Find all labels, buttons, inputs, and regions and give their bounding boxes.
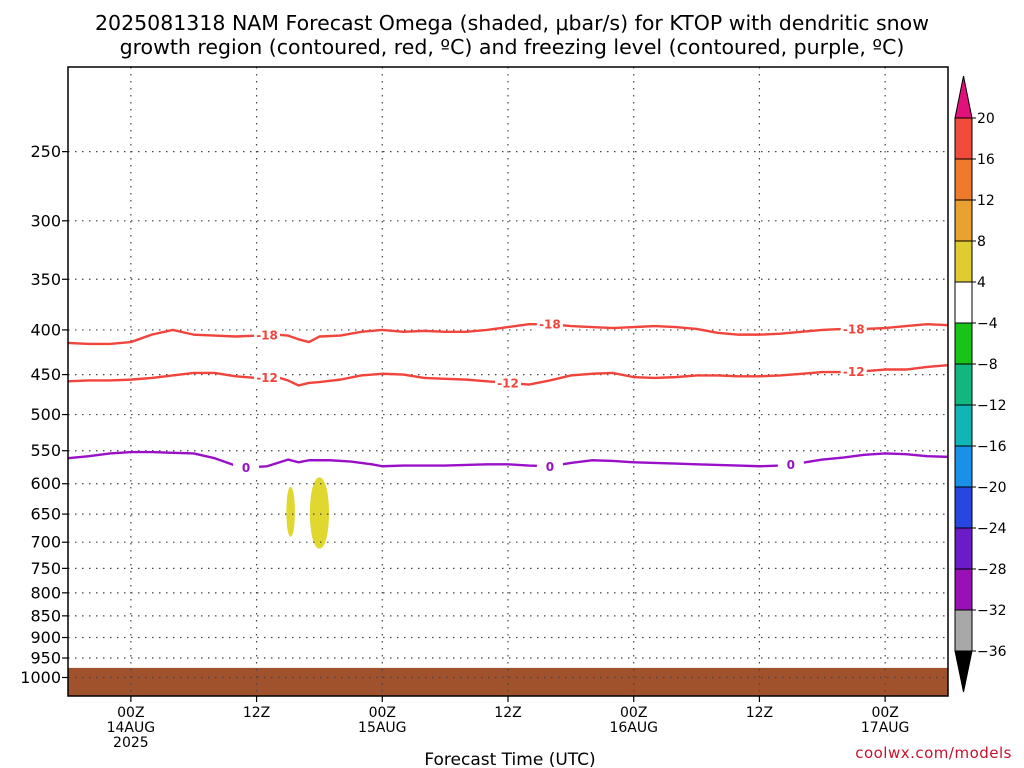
x-tick-label: 2025 xyxy=(113,735,149,751)
y-tick-label: 650 xyxy=(30,505,61,524)
y-tick-label: 450 xyxy=(30,365,61,384)
colorbar-swatch xyxy=(954,199,973,242)
omega-shaded-region xyxy=(309,477,329,549)
y-tick-label: 700 xyxy=(30,533,61,552)
y-tick-label: 600 xyxy=(30,474,61,493)
contour-line--12 xyxy=(68,364,948,387)
y-tick-label: 850 xyxy=(30,606,61,625)
contour-label-bg xyxy=(254,370,281,385)
contour-label: -18 xyxy=(843,322,865,336)
colorbar-label: −36 xyxy=(977,644,1007,660)
y-tick-label: 300 xyxy=(30,211,61,230)
colorbar-swatch xyxy=(954,445,973,488)
y-tick-label: 1000 xyxy=(20,668,61,687)
chart-title-line2: growth region (contoured, red, ºC) and f… xyxy=(120,35,905,59)
y-tick-label: 750 xyxy=(30,559,61,578)
contour-label: -18 xyxy=(539,318,561,332)
colorbar-label: 20 xyxy=(977,111,995,127)
contour-label-bg xyxy=(536,459,563,474)
y-tick-label: 500 xyxy=(30,405,61,424)
contour-label: -12 xyxy=(497,376,519,390)
colorbar-label: −12 xyxy=(977,398,1007,414)
colorbar-swatch xyxy=(954,568,973,611)
colorbar-swatch xyxy=(954,527,973,570)
x-tick-label: 00Z xyxy=(369,705,396,721)
colorbar: 20 16 12 8 4 −4 −8 −12 −16 −20 −24 −28 −32 −36 xyxy=(954,75,1007,693)
colorbar-label: 12 xyxy=(977,193,995,209)
contour-line--18 xyxy=(68,322,948,346)
contour-label: -12 xyxy=(256,371,278,385)
colorbar-swatch xyxy=(954,363,973,406)
x-tick-label: 15AUG xyxy=(358,720,407,736)
colorbar-label: −20 xyxy=(977,480,1007,496)
contour-label: -12 xyxy=(843,365,865,379)
plot-inner: -18 -18 -18 -12 -12 -12 0 0 0 xyxy=(68,67,948,696)
y-tick-label: 900 xyxy=(30,628,61,647)
x-axis-title: Forecast Time (UTC) xyxy=(424,750,595,768)
plot-area: -18 -18 -18 -12 -12 -12 0 0 0 xyxy=(67,66,949,697)
y-axis-ticks: 250 300 350 400 450 500 550 600 650 700 750 800 850 9… xyxy=(20,142,68,687)
y-tick-label: 550 xyxy=(30,441,61,460)
colorbar-swatch xyxy=(954,281,973,324)
x-tick-label: 00Z xyxy=(620,705,647,721)
y-tick-label: 400 xyxy=(30,320,61,339)
y-tick-label: 250 xyxy=(30,142,61,161)
contour-label: -18 xyxy=(256,329,278,343)
contour-label: 0 xyxy=(546,460,554,474)
contour-label-bg xyxy=(233,460,260,475)
x-tick-label: 17AUG xyxy=(861,720,910,736)
colorbar-swatch xyxy=(954,117,973,160)
x-tick-label: 16AUG xyxy=(609,720,658,736)
contour-label-bg xyxy=(254,328,281,343)
colorbar-label: −32 xyxy=(977,603,1007,619)
x-tick-label: 00Z xyxy=(871,705,898,721)
colorbar-label: −24 xyxy=(977,521,1007,537)
colorbar-label: 8 xyxy=(977,234,986,250)
x-tick-label: 14AUG xyxy=(107,720,156,736)
ground-fill xyxy=(68,667,948,696)
omega-shaded-region xyxy=(286,486,295,537)
contour-label-bg xyxy=(840,364,867,379)
chart-title-line1: 2025081318 NAM Forecast Omega (shaded, μ… xyxy=(95,11,929,35)
colorbar-label: −16 xyxy=(977,439,1007,455)
y-tick-label: 350 xyxy=(30,270,61,289)
colorbar-label: 16 xyxy=(977,152,995,168)
contour-label-bg xyxy=(777,457,804,472)
x-tick-label: 12Z xyxy=(494,705,521,721)
colorbar-swatch xyxy=(954,609,973,652)
y-tick-label: 800 xyxy=(30,583,61,602)
y-tick-label: 950 xyxy=(30,649,61,668)
contour-label-bg xyxy=(536,317,563,332)
x-tick-label: 12Z xyxy=(243,705,270,721)
colorbar-over-triangle xyxy=(954,75,973,119)
credit-text: coolwx.com/models xyxy=(855,744,1012,762)
x-tick-label: 00Z xyxy=(117,705,144,721)
contour-label: 0 xyxy=(787,458,795,472)
contour-label: 0 xyxy=(242,461,250,475)
colorbar-label: −8 xyxy=(977,357,998,373)
contour-label-bg xyxy=(840,321,867,336)
colorbar-swatch xyxy=(954,240,973,283)
colorbar-swatch xyxy=(954,486,973,529)
colorbar-label: 4 xyxy=(977,275,986,291)
x-tick-label: 12Z xyxy=(746,705,773,721)
colorbar-label: −28 xyxy=(977,562,1007,578)
contour-label-bg xyxy=(495,375,521,390)
colorbar-swatch xyxy=(954,322,973,365)
colorbar-label: −4 xyxy=(977,316,998,332)
colorbar-swatch xyxy=(954,404,973,447)
colorbar-under-triangle xyxy=(954,650,973,693)
colorbar-swatch xyxy=(954,158,973,201)
